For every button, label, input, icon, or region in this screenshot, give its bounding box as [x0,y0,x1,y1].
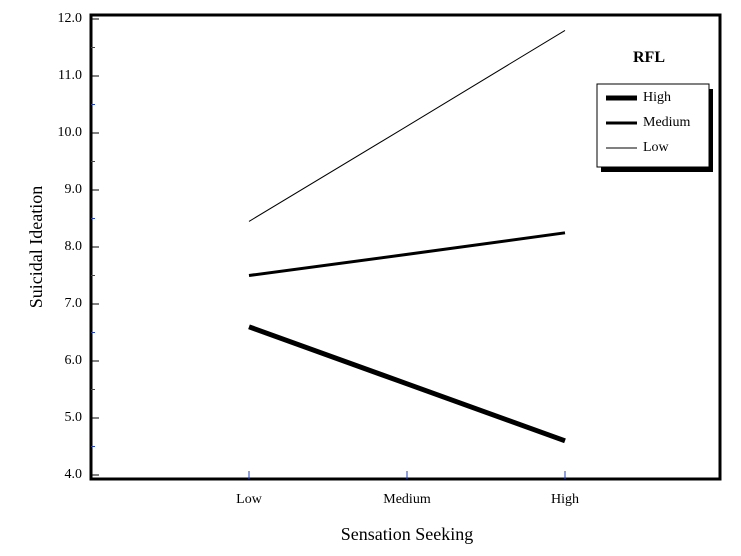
y-tick-label: 8.0 [65,239,83,254]
legend-items: High Medium Low [606,90,691,155]
legend-label-high: High [643,90,671,105]
y-tick-label: 12.0 [58,11,83,26]
y-tick-label: 5.0 [65,410,83,425]
y-axis: 4.0 5.0 6.0 7.0 8.0 9.0 10.0 11.0 12.0 [58,11,99,482]
series-line-medium [248,231,566,277]
y-tick-label: 10.0 [58,125,83,140]
y-tick-label: 7.0 [65,296,83,311]
y-tick-label: 4.0 [65,467,83,482]
x-axis: Low Medium High [236,471,579,507]
y-tick-label: 11.0 [58,68,82,83]
legend-title: RFL [633,49,665,66]
legend-label-low: Low [643,140,670,155]
y-tick-label: 9.0 [65,182,83,197]
x-tick-label: High [551,492,579,507]
series-line-high [248,324,566,444]
x-tick-label: Medium [383,492,431,507]
series-line-low [248,29,566,222]
legend: RFL High Medium Low [596,49,713,172]
y-axis-title: Suicidal Ideation [26,186,46,308]
x-axis-title: Sensation Seeking [341,524,474,544]
series-lines [248,29,566,444]
y-tick-label: 6.0 [65,353,83,368]
legend-label-medium: Medium [643,115,691,130]
x-tick-label: Low [236,492,263,507]
